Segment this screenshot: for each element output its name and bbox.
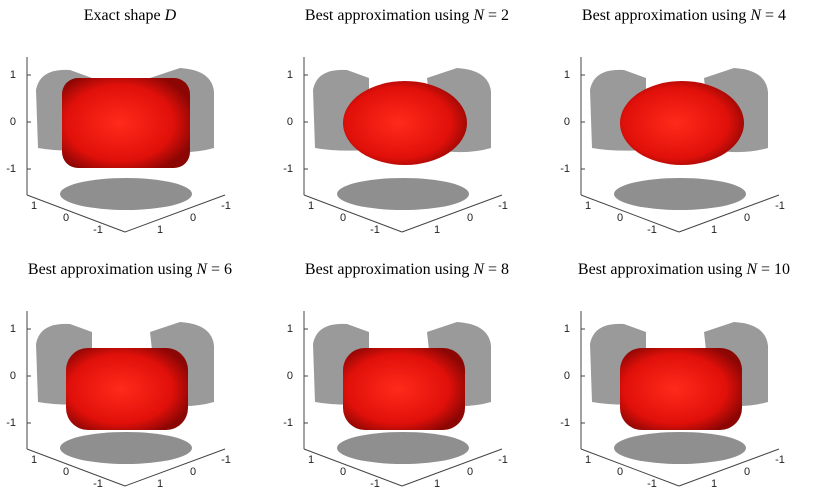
title-text: = 10: [761, 261, 790, 278]
title-variable: N: [749, 7, 762, 24]
figure: Exact shapeD10-110-1-101Best approximati…: [0, 0, 813, 494]
y-tick-label: -1: [498, 454, 508, 466]
x-tick-label: 0: [617, 212, 623, 224]
title-text: = 4: [765, 7, 786, 24]
y-tick-label: -1: [221, 200, 231, 212]
z-tick-label: -1: [283, 417, 293, 429]
z-tick-label: -1: [6, 163, 16, 175]
shadow-bottom: [60, 178, 192, 210]
x-tick-label: 0: [340, 466, 346, 478]
z-tick-label: 1: [10, 323, 16, 335]
title-text: Best approximation using: [28, 261, 192, 278]
y-tick-label: -1: [775, 454, 785, 466]
z-tick-label: 0: [10, 116, 16, 128]
z-tick-label: 1: [564, 323, 570, 335]
x-tick-label: 1: [31, 200, 37, 212]
x-tick-label: 1: [585, 200, 591, 212]
z-tick-label: 1: [287, 323, 293, 335]
title-text: Best approximation using: [578, 261, 742, 278]
x-tick-label: -1: [370, 478, 380, 490]
y-tick-label: 0: [190, 212, 196, 224]
y-tick-label: 0: [467, 212, 473, 224]
y-tick-label: 0: [190, 466, 196, 478]
title-text: = 6: [211, 261, 232, 278]
y-tick-label: 0: [744, 212, 750, 224]
title-variable: N: [745, 261, 758, 278]
shadow-bottom: [337, 432, 469, 464]
z-tick-label: 1: [287, 69, 293, 81]
y-tick-label: 1: [711, 224, 717, 236]
red-shape: [620, 81, 744, 165]
title-text: = 8: [488, 261, 509, 278]
title-variable: N: [472, 7, 485, 24]
title-variable: N: [195, 261, 208, 278]
shadow-bottom: [60, 432, 192, 464]
title-text: Best approximation using: [582, 7, 746, 24]
y-tick-label: 1: [157, 478, 163, 490]
z-tick-label: -1: [6, 417, 16, 429]
y-tick-label: -1: [498, 200, 508, 212]
z-tick-label: 0: [287, 370, 293, 382]
x-tick-label: -1: [93, 478, 103, 490]
x-tick-label: 0: [617, 466, 623, 478]
x-tick-label: 0: [340, 212, 346, 224]
title-text: Exact shape: [84, 7, 161, 24]
y-tick-label: -1: [775, 200, 785, 212]
z-tick-label: -1: [560, 163, 570, 175]
shadow-bottom: [614, 432, 746, 464]
x-tick-label: -1: [370, 224, 380, 236]
red-shape: [343, 81, 467, 165]
title-text: = 2: [488, 7, 509, 24]
z-tick-label: 0: [564, 370, 570, 382]
y-tick-label: 0: [467, 466, 473, 478]
x-tick-label: 0: [63, 212, 69, 224]
z-tick-label: 1: [10, 69, 16, 81]
x-tick-label: -1: [93, 224, 103, 236]
y-tick-label: 1: [434, 478, 440, 490]
x-tick-label: -1: [647, 478, 657, 490]
z-tick-label: 0: [287, 116, 293, 128]
red-shape: [620, 348, 742, 430]
z-tick-label: 0: [564, 116, 570, 128]
x-tick-label: 1: [585, 454, 591, 466]
z-tick-label: 1: [564, 69, 570, 81]
y-tick-label: -1: [221, 454, 231, 466]
y-tick-label: 1: [434, 224, 440, 236]
y-tick-label: 1: [157, 224, 163, 236]
y-tick-label: 0: [744, 466, 750, 478]
x-tick-label: 1: [308, 454, 314, 466]
red-shape: [66, 348, 188, 430]
z-tick-label: -1: [560, 417, 570, 429]
title-text: Best approximation using: [305, 261, 469, 278]
red-shape: [62, 78, 190, 168]
x-tick-label: -1: [647, 224, 657, 236]
shadow-bottom: [337, 178, 469, 210]
x-tick-label: 1: [308, 200, 314, 212]
title-text: Best approximation using: [305, 7, 469, 24]
x-tick-label: 0: [63, 466, 69, 478]
z-tick-label: 0: [10, 370, 16, 382]
title-variable: D: [164, 7, 177, 24]
title-variable: N: [472, 261, 485, 278]
z-tick-label: -1: [283, 163, 293, 175]
red-shape: [343, 348, 465, 430]
y-tick-label: 1: [711, 478, 717, 490]
x-tick-label: 1: [31, 454, 37, 466]
shadow-bottom: [614, 178, 746, 210]
